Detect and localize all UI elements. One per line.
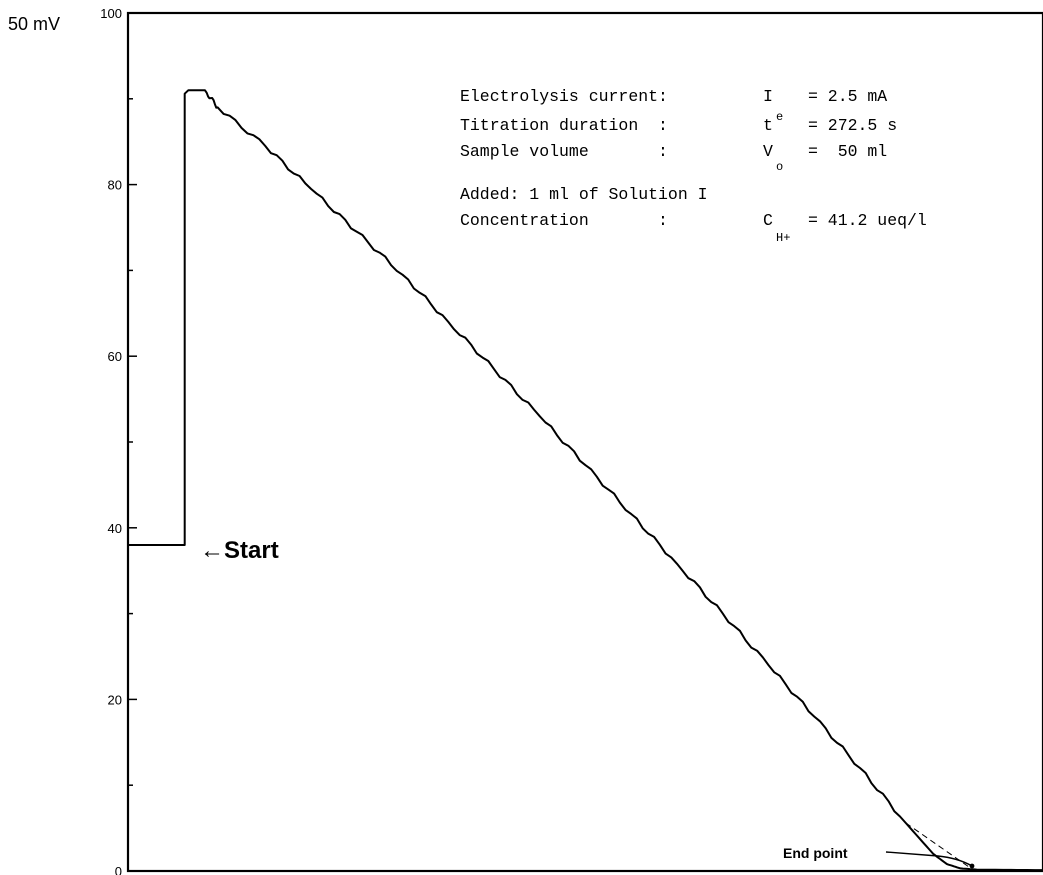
annotation-line-current: Electrolysis current: I = 2.5 mA bbox=[460, 87, 887, 106]
y-axis-ticks: 0 20 40 60 80 100 bbox=[100, 6, 137, 875]
annotation-volume-subscript: o bbox=[776, 160, 783, 174]
annotation-line-volume: Sample volume : V = 50 ml bbox=[460, 142, 887, 161]
y-tick-label: 0 bbox=[115, 864, 122, 875]
annotation-added-solution: Added: 1 ml of Solution I bbox=[460, 185, 708, 204]
y-tick-label: 100 bbox=[100, 6, 122, 21]
end-point-leader-line bbox=[885, 851, 973, 867]
y-tick-label: 60 bbox=[108, 349, 122, 364]
y-tick-label: 80 bbox=[108, 178, 122, 193]
y-tick-label: 40 bbox=[108, 521, 122, 536]
annotation-line-duration: Titration duration : t = 272.5 s bbox=[460, 116, 897, 135]
data-series bbox=[128, 89, 1043, 872]
y-axis-unit-label: 50 mV bbox=[8, 14, 60, 34]
annotation-duration-superscript: e bbox=[776, 110, 783, 124]
annotation-concentration-subscript: H+ bbox=[776, 231, 790, 245]
end-point-label: End point bbox=[783, 845, 848, 861]
annotation-line-concentration: Concentration : C = 41.2 ueq/l bbox=[460, 211, 927, 230]
start-marker-label: ←Start bbox=[200, 537, 279, 564]
y-tick-label: 20 bbox=[108, 692, 122, 707]
end-point-dot bbox=[969, 863, 975, 869]
parameter-annotations: Electrolysis current: I = 2.5 mA Titration… bbox=[460, 87, 927, 245]
titration-curve bbox=[128, 89, 1043, 872]
